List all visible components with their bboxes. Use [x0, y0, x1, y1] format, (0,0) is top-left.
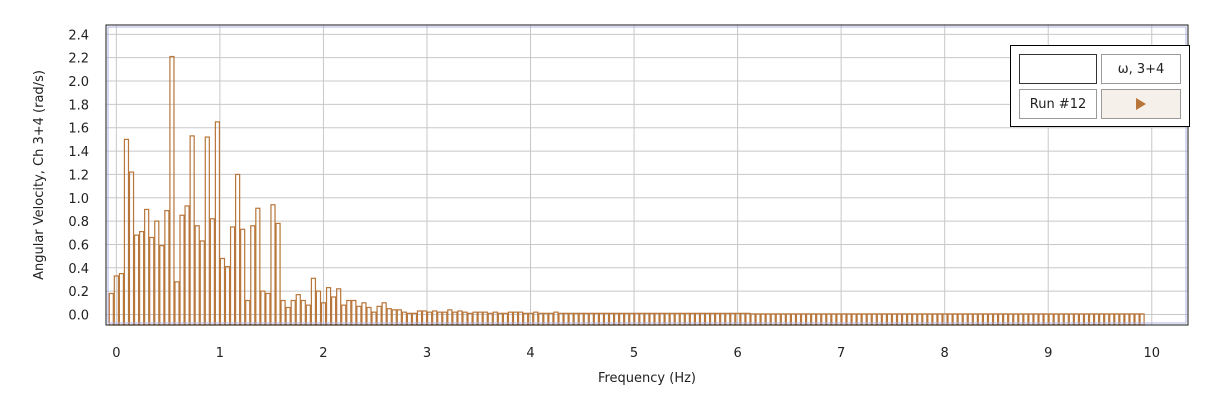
y-tick-label: 1.2 — [68, 168, 89, 183]
x-tick-label: 2 — [319, 346, 327, 361]
y-tick-label: 0.4 — [68, 262, 89, 277]
y-tick-label: 1.8 — [68, 98, 89, 113]
legend: ω, 3+4 Run #12 — [1010, 45, 1190, 127]
y-tick-label: 1.6 — [68, 122, 89, 137]
y-tick-label: 2.0 — [68, 75, 89, 90]
y-tick-label: 0.8 — [68, 215, 89, 230]
y-tick-label: 2.4 — [68, 28, 89, 43]
x-tick-label: 7 — [837, 346, 845, 361]
y-tick-label: 0.0 — [68, 308, 89, 323]
x-axis-ticks: 0 1 2 3 4 5 6 7 8 9 10 — [112, 346, 1160, 361]
x-tick-label: 4 — [526, 346, 534, 361]
y-axis-ticks: 0.0 0.2 0.4 0.6 0.8 1.0 1.2 1.4 1.6 1.8 2.0 2.2 2.4 — [68, 28, 89, 323]
play-icon — [1136, 98, 1146, 110]
legend-series-label[interactable]: ω, 3+4 — [1101, 54, 1181, 84]
x-axis-title: Frequency (Hz) — [598, 371, 696, 386]
legend-run-label[interactable]: Run #12 — [1019, 89, 1097, 119]
legend-color-swatch[interactable] — [1019, 54, 1097, 84]
x-tick-label: 10 — [1143, 346, 1160, 361]
y-tick-label: 0.2 — [68, 285, 89, 300]
plot-border — [105, 24, 1189, 326]
y-axis-title: Angular Velocity, Ch 3+4 (rad/s) — [32, 70, 47, 280]
y-tick-label: 0.6 — [68, 238, 89, 253]
y-tick-label: 2.2 — [68, 52, 89, 67]
legend-play-button[interactable] — [1101, 89, 1181, 119]
grid — [106, 25, 1188, 325]
plot-inner-border — [107, 26, 1187, 324]
x-tick-label: 8 — [941, 346, 949, 361]
x-tick-label: 3 — [423, 346, 431, 361]
plot-background — [106, 25, 1188, 325]
y-tick-label: 1.4 — [68, 145, 89, 160]
x-tick-label: 6 — [733, 346, 741, 361]
y-tick-label: 1.0 — [68, 192, 89, 207]
x-tick-label: 0 — [112, 346, 120, 361]
x-tick-label: 9 — [1044, 346, 1052, 361]
x-tick-label: 5 — [630, 346, 638, 361]
x-tick-label: 1 — [216, 346, 224, 361]
